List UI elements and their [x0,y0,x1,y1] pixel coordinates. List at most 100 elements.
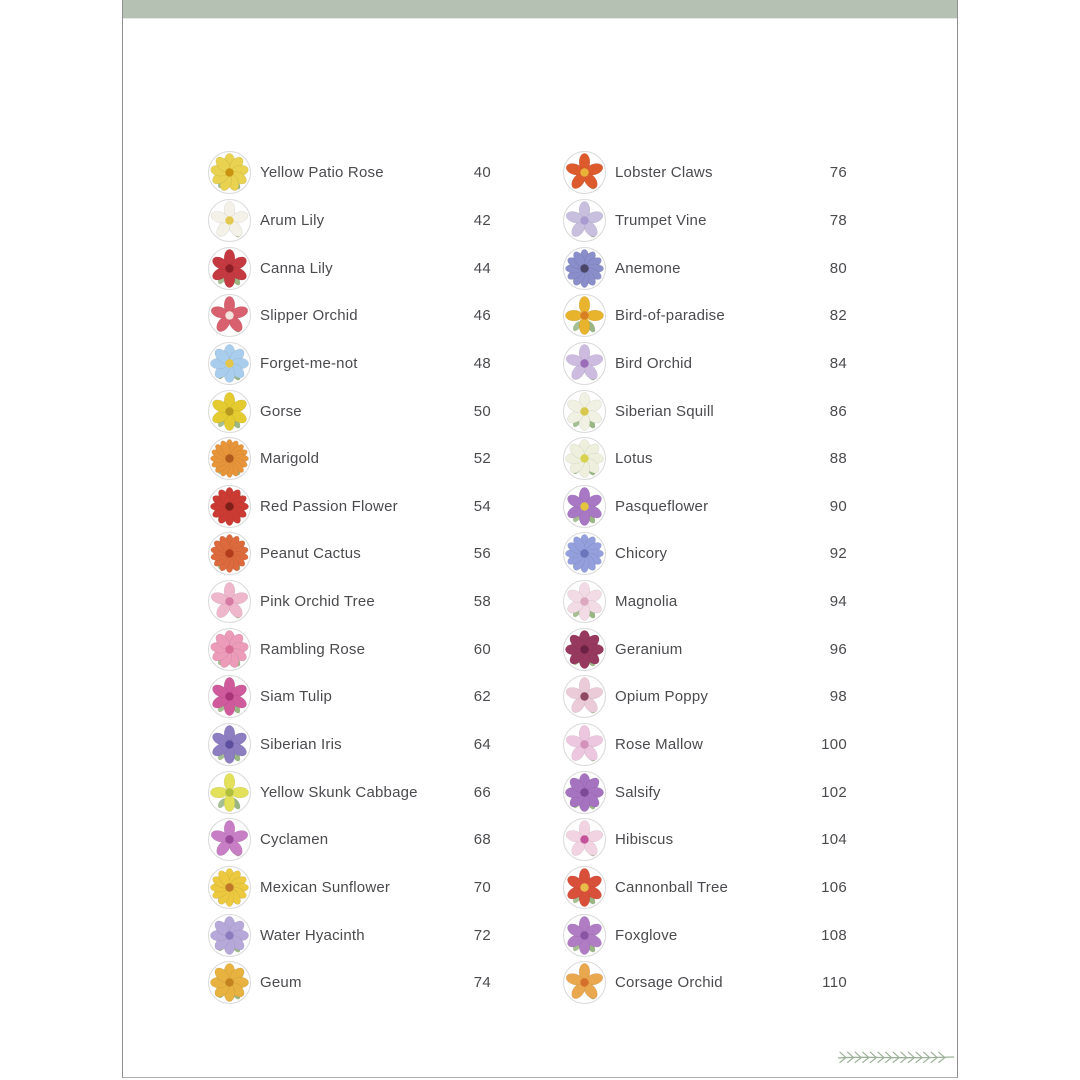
flower-thumbnail-icon [563,818,606,862]
flower-thumbnail-icon [563,865,606,909]
entry-name: Slipper Orchid [260,307,358,325]
flower-thumbnail-icon [208,627,251,671]
entry-name: Chicory [615,545,668,563]
entry-page-number: 80 [829,259,847,277]
toc-entry: Opium Poppy 98 [563,673,847,721]
entry-page-number: 66 [473,783,491,801]
entry-page-number: 98 [829,688,847,706]
toc-entry: Siam Tulip 62 [208,673,491,721]
flower-thumbnail-icon [208,818,251,862]
entry-page-number: 40 [473,164,491,182]
toc-entry: Peanut Cactus 56 [208,530,491,578]
entry-name: Mexican Sunflower [260,878,391,896]
toc-entry: Lobster Claws 76 [563,149,847,197]
flower-thumbnail-icon [563,294,606,338]
toc-entry: Yellow Patio Rose 40 [208,149,491,197]
flower-thumbnail-icon [563,198,606,242]
toc-entry: Gorse 50 [208,387,491,435]
entry-name: Pasqueflower [615,497,709,515]
entry-page-number: 78 [829,211,847,229]
entry-page-number: 70 [473,878,491,896]
entry-page-number: 52 [473,450,491,468]
entry-page-number: 74 [473,974,491,992]
entry-page-number: 58 [473,593,491,611]
flower-thumbnail-icon [563,723,606,766]
toc-entry: Bird Orchid 84 [563,340,847,388]
toc-entry: Trumpet Vine 78 [563,197,847,245]
entry-name: Water Hyacinth [260,926,365,944]
toc-entry: Mexican Sunflower 70 [208,864,491,912]
toc-entry: Hibiscus 104 [563,816,847,864]
flower-thumbnail-icon [208,770,251,814]
toc-column-left: Yellow Patio Rose 40 Arum Lily 42 Canna … [208,149,491,1007]
entry-name: Red Passion Flower [260,497,398,515]
toc-entry: Siberian Squill 86 [563,387,847,435]
toc-entry: Geranium 96 [563,625,847,673]
entry-name: Bird Orchid [615,354,693,372]
flower-thumbnail-icon [208,437,251,481]
flower-thumbnail-icon [563,580,606,624]
entry-name: Cyclamen [260,831,329,849]
toc-entry: Arum Lily 42 [208,197,491,245]
flower-thumbnail-icon [563,961,606,1005]
toc-entry: Geum 74 [208,959,491,1007]
flower-thumbnail-icon [563,341,606,385]
entry-name: Magnolia [615,593,678,611]
flower-thumbnail-icon [563,627,606,671]
entry-page-number: 106 [821,878,847,896]
flower-thumbnail-icon [563,246,606,290]
entry-name: Siberian Iris [260,736,342,753]
flower-thumbnail-icon [563,437,606,481]
entry-name: Foxglove [615,926,678,944]
entry-page-number: 50 [473,402,491,420]
flower-thumbnail-icon [208,294,251,338]
flower-thumbnail-icon [563,675,606,719]
toc-entry: Marigold 52 [208,435,491,483]
toc-entry: Lotus 88 [563,435,847,483]
entry-name: Pink Orchid Tree [260,593,375,611]
entry-page-number: 48 [473,354,491,372]
flower-thumbnail-icon [563,770,606,814]
toc-entry: Anemone 80 [563,244,847,292]
entry-page-number: 44 [473,259,491,277]
entry-page-number: 94 [829,593,847,611]
entry-page-number: 72 [473,926,491,944]
flower-thumbnail-icon [208,532,251,576]
flower-thumbnail-icon [208,723,251,766]
toc-entry: Cyclamen 68 [208,816,491,864]
entry-name: Siam Tulip [260,688,333,706]
toc-entry: Bird-of-paradise 82 [563,292,847,340]
toc-entry: Corsage Orchid 110 [563,959,847,1007]
entry-name: Bird-of-paradise [615,307,725,325]
flower-thumbnail-icon [208,389,251,433]
toc-entry: Water Hyacinth 72 [208,911,491,959]
entry-name: Trumpet Vine [615,211,707,229]
flower-thumbnail-icon [208,580,251,624]
toc-entry: Siberian Iris 64 [208,721,491,769]
entry-page-number: 86 [829,402,847,420]
flower-thumbnail-icon [563,913,606,957]
entry-name: Geranium [615,640,683,658]
toc-entry: Chicory 92 [563,530,847,578]
entry-name: Peanut Cactus [260,545,361,563]
flower-thumbnail-icon [563,484,606,528]
flower-thumbnail-icon [208,484,251,528]
entry-page-number: 96 [829,640,847,658]
entry-page-number: 104 [821,831,847,849]
entry-page-number: 60 [473,640,491,658]
entry-name: Canna Lily [260,259,333,277]
entry-name: Marigold [260,450,320,468]
flower-thumbnail-icon [208,246,251,290]
entry-name: Anemone [615,259,681,277]
entry-page-number: 84 [829,354,847,372]
entry-page-number: 46 [473,307,491,325]
flower-thumbnail-icon [208,675,251,719]
toc-entry: Pink Orchid Tree 58 [208,578,491,626]
entry-name: Yellow Patio Rose [260,164,384,182]
toc-entry: Foxglove 108 [563,911,847,959]
entry-page-number: 92 [829,545,847,563]
flower-thumbnail-icon [208,151,251,195]
toc-entry: Forget-me-not 48 [208,340,491,388]
entry-name: Siberian Squill [615,402,714,420]
entry-name: Arum Lily [260,211,325,229]
